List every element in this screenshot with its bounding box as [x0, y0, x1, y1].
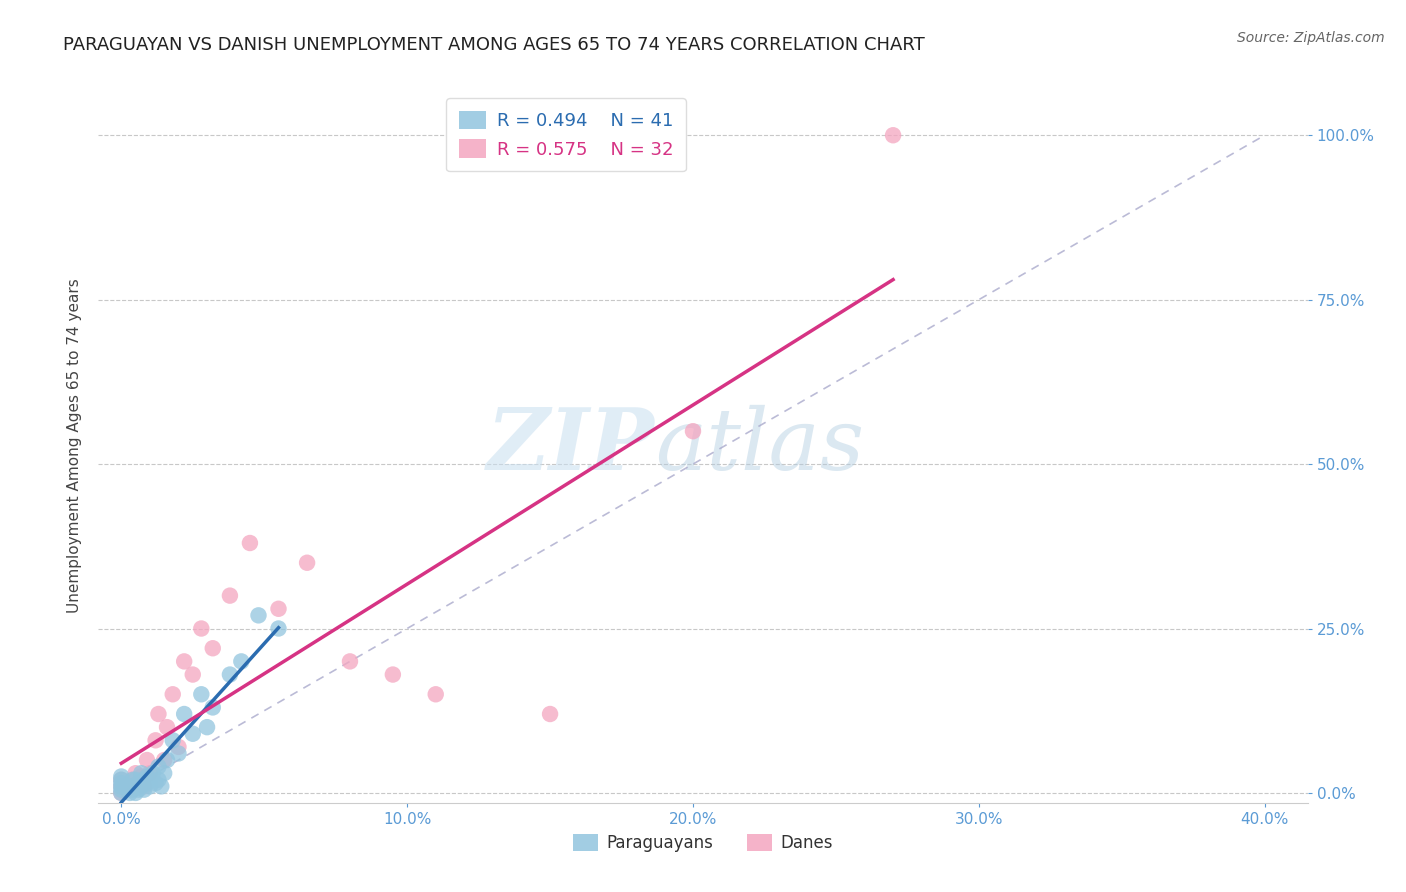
Point [121, 772, 143, 787]
Point [139, 780, 162, 794]
Text: PARAGUAYAN VS DANISH UNEMPLOYMENT AMONG AGES 65 TO 74 YEARS CORRELATION CHART: PARAGUAYAN VS DANISH UNEMPLOYMENT AMONG … [63, 36, 925, 54]
Text: atlas: atlas [655, 405, 863, 487]
Point [239, 536, 262, 550]
Point [129, 770, 152, 784]
Point [153, 753, 176, 767]
Point [173, 706, 195, 721]
Point [110, 780, 132, 794]
Point [162, 733, 184, 747]
Point [167, 739, 190, 754]
Point [110, 772, 132, 787]
Point [267, 601, 290, 615]
Point [110, 772, 132, 787]
Point [129, 766, 152, 780]
Point [110, 780, 132, 794]
Point [339, 654, 361, 668]
Point [134, 782, 156, 797]
Point [190, 687, 212, 701]
Point [295, 556, 318, 570]
Point [538, 706, 561, 721]
Text: Source: ZipAtlas.com: Source: ZipAtlas.com [1237, 31, 1385, 45]
Point [425, 687, 447, 701]
Point [124, 766, 146, 780]
Point [110, 782, 132, 797]
Point [145, 776, 167, 790]
Point [124, 786, 146, 800]
Point [153, 766, 176, 780]
Point [110, 786, 132, 800]
Point [181, 667, 204, 681]
Point [231, 654, 253, 668]
Point [167, 747, 190, 761]
Point [118, 780, 141, 794]
Point [150, 780, 173, 794]
Point [110, 770, 132, 784]
Point [139, 772, 162, 787]
Point [142, 766, 165, 780]
Point [156, 753, 179, 767]
Legend: Paraguayans, Danes: Paraguayans, Danes [567, 827, 839, 859]
Point [139, 766, 162, 780]
Point [219, 589, 242, 603]
Point [195, 720, 218, 734]
Point [110, 776, 132, 790]
Point [136, 776, 159, 790]
Point [381, 667, 404, 681]
Point [682, 424, 704, 438]
Point [121, 782, 143, 797]
Point [129, 780, 152, 794]
Point [110, 786, 132, 800]
Point [219, 667, 242, 681]
Point [124, 772, 146, 787]
Point [247, 608, 270, 623]
Y-axis label: Unemployment Among Ages 65 to 74 years: Unemployment Among Ages 65 to 74 years [67, 278, 83, 614]
Point [882, 128, 904, 143]
Point [136, 753, 159, 767]
Point [190, 622, 212, 636]
Point [162, 687, 184, 701]
Point [127, 776, 149, 790]
Point [118, 780, 141, 794]
Point [127, 782, 149, 797]
Point [124, 780, 146, 794]
Point [201, 641, 224, 656]
Point [134, 780, 156, 794]
Point [148, 706, 170, 721]
Point [148, 772, 170, 787]
Point [115, 782, 138, 797]
Point [145, 733, 167, 747]
Text: ZIP: ZIP [486, 404, 655, 488]
Point [173, 654, 195, 668]
Point [136, 770, 159, 784]
Point [156, 720, 179, 734]
Point [118, 786, 141, 800]
Point [127, 776, 149, 790]
Point [148, 759, 170, 773]
Point [134, 772, 156, 787]
Point [201, 700, 224, 714]
Point [267, 622, 290, 636]
Point [181, 727, 204, 741]
Point [121, 772, 143, 787]
